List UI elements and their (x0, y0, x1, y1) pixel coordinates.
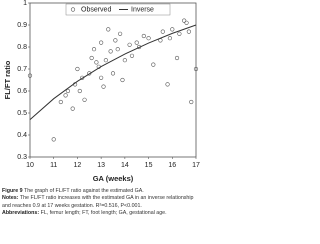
point (182, 18, 187, 23)
point (106, 27, 111, 32)
x-tick-label: 17 (192, 162, 200, 169)
point (70, 106, 75, 111)
x-axis-label: GA (weeks) (93, 174, 134, 183)
fit-line (29, 24, 197, 120)
notes-label: Notes: (2, 195, 19, 202)
abbr-text: FL, femur length; FT, foot length; GA, g… (40, 210, 167, 217)
page: {"chart_data":{"type":"scatter","xlabel"… (2, 0, 206, 218)
point (174, 55, 180, 61)
x-tick-label: 14 (121, 162, 129, 169)
point (177, 31, 182, 36)
point (89, 55, 94, 61)
point (167, 36, 173, 41)
figure-label: Figure 9 (2, 188, 23, 194)
notes-text: The FL/FT ratio increases with the estim… (19, 195, 194, 202)
y-tick-label: 0.7 (17, 66, 27, 73)
legend-label: Inverse (131, 6, 154, 13)
point (160, 29, 165, 34)
x-tick-label: 11 (50, 162, 57, 169)
x-tick-label: 10 (26, 162, 34, 169)
point (103, 58, 108, 63)
x-tick-label: 13 (97, 162, 105, 169)
y-tick-label: 0.3 (17, 154, 27, 161)
x-tick-label: 16 (168, 162, 176, 169)
point (82, 97, 87, 102)
figure-text: The graph of FL/FT ratio against the est… (24, 188, 144, 194)
y-tick-label: 0.8 (17, 44, 27, 51)
point (122, 58, 127, 63)
plot-frame (29, 2, 197, 158)
point (170, 27, 175, 32)
caption-title: Figure 9 The graph of FL/FT ratio agains… (2, 188, 206, 195)
point (165, 82, 170, 87)
point (94, 60, 99, 65)
point (51, 137, 56, 142)
point (99, 40, 104, 45)
caption: Figure 9 The graph of FL/FT ratio agains… (2, 188, 206, 218)
point (129, 53, 135, 58)
notes-line: Notes: The FL/FT ratio increases with th… (2, 195, 206, 202)
point (77, 88, 82, 94)
y-tick-label: 0.9 (17, 22, 27, 29)
point (63, 93, 68, 98)
chart: FL/FT ratio GA (weeks) 0.3 0.4 0.5 0.6 0.7 0.… (3, 0, 200, 183)
point (101, 84, 106, 89)
y-tick-label: 0.6 (17, 88, 27, 95)
point (75, 66, 80, 72)
legend-swatch (70, 7, 76, 12)
point (110, 71, 116, 76)
point (27, 73, 33, 78)
point (134, 40, 139, 45)
point (120, 77, 125, 83)
point (186, 29, 191, 34)
point (146, 36, 151, 41)
legend-box (65, 3, 171, 16)
point (151, 62, 156, 67)
point (115, 47, 120, 52)
x-tick-label: 12 (74, 162, 82, 169)
point (91, 47, 97, 52)
point (99, 75, 104, 80)
point (141, 33, 146, 39)
y-axis-label: FL/FT ratio (3, 60, 12, 99)
point (113, 38, 118, 43)
y-tick-label: 0.5 (17, 110, 27, 117)
y-tick-label: 0.4 (17, 132, 27, 139)
abbr-line: Abbreviations: FL, femur length; FT, foo… (2, 210, 206, 217)
point (58, 99, 63, 105)
y-tick-label: 1 (23, 0, 27, 7)
x-tick-label: 15 (145, 162, 153, 169)
point (65, 88, 71, 94)
legend-label: Observed (81, 6, 111, 13)
point (118, 31, 123, 36)
abbr-label: Abbreviations: (2, 210, 40, 217)
notes-text: and reaches 0.9 at 17 weeks gestation. R… (2, 202, 142, 209)
point (127, 42, 132, 47)
point (184, 20, 189, 25)
point (193, 66, 199, 72)
point (108, 49, 113, 54)
point (189, 99, 194, 105)
